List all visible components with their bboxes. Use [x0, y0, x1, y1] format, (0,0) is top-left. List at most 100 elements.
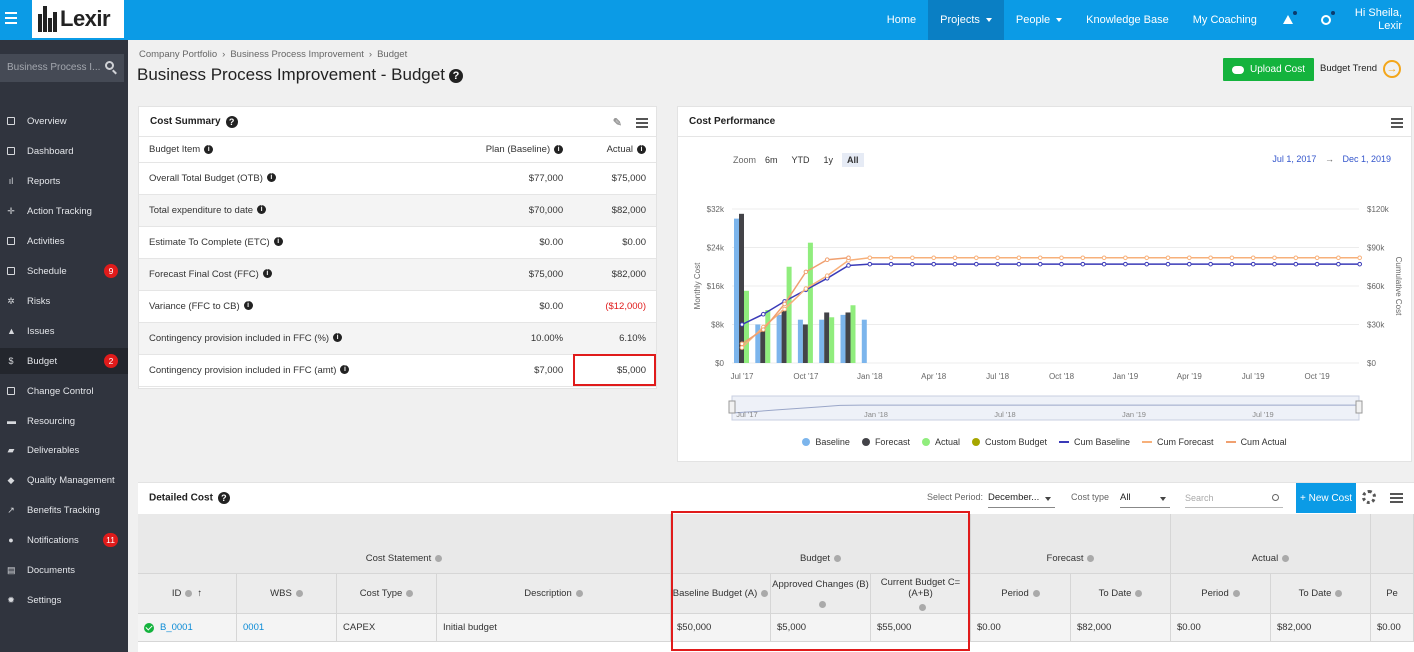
sort-arrow-icon[interactable]: ↑	[197, 588, 203, 599]
sidebar-item-overview[interactable]: Overview	[0, 108, 128, 134]
range-from-input[interactable]: Jul 1, 2017	[1272, 154, 1317, 164]
sidebar-item-benefits-tracking[interactable]: ↗ Benefits Tracking	[0, 497, 128, 523]
sidebar-item-change-control[interactable]: Change Control	[0, 378, 128, 404]
sidebar-item-issues[interactable]: ▲ Issues	[0, 318, 128, 344]
nav-my-coaching[interactable]: My Coaching	[1192, 14, 1257, 26]
info-icon[interactable]	[919, 603, 926, 611]
breadcrumb-project[interactable]: Business Process Improvement	[230, 49, 364, 60]
zoom-1y-button[interactable]: 1y	[823, 155, 834, 165]
menu-icon[interactable]	[1391, 118, 1403, 130]
arrow-right-icon[interactable]: →	[1383, 60, 1401, 78]
sidebar-item-deliverables[interactable]: ▰ Deliverables	[0, 437, 128, 463]
row-id-link[interactable]: B_0001	[138, 614, 237, 642]
globe-icon[interactable]	[1317, 11, 1335, 27]
info-icon[interactable]: i	[637, 144, 646, 154]
help-icon[interactable]: ?	[217, 492, 230, 504]
col-f-period[interactable]: Period	[971, 574, 1071, 614]
info-icon[interactable]: i	[333, 333, 343, 343]
nav-projects[interactable]: Projects	[928, 0, 1004, 40]
sidebar-item-settings[interactable]: ✹ Settings	[0, 587, 128, 613]
nav-knowledge-base[interactable]: Knowledge Base	[1086, 14, 1169, 26]
col-wbs[interactable]: WBS	[237, 574, 337, 614]
nav-people[interactable]: People	[1004, 0, 1074, 40]
search-icon[interactable]	[105, 61, 114, 70]
info-icon[interactable]	[1087, 555, 1095, 562]
zoom-ytd-button[interactable]: YTD	[791, 155, 810, 165]
new-cost-button[interactable]: + New Cost	[1296, 483, 1356, 513]
sidebar-item-risks[interactable]: ✲ Risks	[0, 288, 128, 314]
sidebar-item-dashboard[interactable]: Dashboard	[0, 138, 128, 164]
nav-home[interactable]: Home	[886, 14, 917, 26]
info-icon[interactable]	[406, 590, 414, 597]
info-icon[interactable]: i	[554, 144, 564, 154]
sidebar-item-budget[interactable]: $ Budget 2	[0, 348, 128, 374]
col-id[interactable]: ID ↑	[138, 574, 237, 614]
legend-item-cum-actual[interactable]: Cum Actual	[1225, 437, 1287, 447]
legend-item-custom-budget[interactable]: Custom Budget	[971, 437, 1047, 447]
info-icon[interactable]	[819, 600, 826, 608]
legend-item-cum-forecast[interactable]: Cum Forecast	[1142, 437, 1214, 447]
period-select[interactable]: December...	[988, 488, 1055, 508]
detailed-cost-header: Detailed Cost? Select Period: December..…	[138, 483, 1414, 513]
zoom-6m-button[interactable]: 6m	[765, 155, 778, 165]
legend-item-forecast[interactable]: Forecast	[861, 437, 910, 447]
legend-item-baseline[interactable]: Baseline	[802, 437, 850, 447]
alert-icon[interactable]	[1279, 11, 1297, 27]
info-icon[interactable]	[575, 590, 583, 597]
sidebar-item-schedule[interactable]: Schedule 9	[0, 258, 128, 284]
menu-icon[interactable]	[636, 118, 648, 130]
menu-icon[interactable]	[1390, 493, 1403, 505]
sidebar-item-action-tracking[interactable]: ✛ Action Tracking	[0, 198, 128, 224]
cost-type-select[interactable]: All	[1120, 488, 1170, 508]
upload-cost-button[interactable]: Upload Cost	[1223, 58, 1314, 81]
info-icon[interactable]: i	[262, 269, 272, 279]
info-icon[interactable]	[1032, 590, 1040, 597]
col-baseline[interactable]: Baseline Budget (A)	[671, 574, 771, 614]
row-wbs-link[interactable]: 0001	[237, 614, 337, 642]
sidebar-item-notifications[interactable]: ● Notifications 11	[0, 527, 128, 553]
col-description[interactable]: Description	[437, 574, 671, 614]
col-f-todate[interactable]: To Date	[1071, 574, 1171, 614]
logo[interactable]: Lexir	[32, 0, 124, 38]
info-icon[interactable]	[1335, 590, 1343, 597]
col-a-todate[interactable]: To Date	[1271, 574, 1371, 614]
range-to-input[interactable]: Dec 1, 2019	[1342, 154, 1391, 164]
col-approved[interactable]: Approved Changes (B)	[771, 574, 871, 614]
info-icon[interactable]	[834, 555, 842, 562]
info-icon[interactable]	[1282, 555, 1290, 562]
detailed-cost-search-input[interactable]: Search	[1185, 488, 1283, 508]
info-icon[interactable]	[435, 555, 443, 562]
user-menu[interactable]: Hi Sheila, Lexir	[1345, 7, 1414, 33]
sidebar-item-documents[interactable]: ▤ Documents	[0, 557, 128, 583]
pencil-icon[interactable]: ✎	[612, 117, 622, 129]
gear-icon[interactable]	[1362, 490, 1376, 504]
col-more[interactable]: Pe	[1371, 574, 1414, 614]
info-icon[interactable]	[1232, 590, 1240, 597]
info-icon[interactable]	[1135, 590, 1143, 597]
legend-item-actual[interactable]: Actual	[921, 437, 960, 447]
navigator-tick-label: Jan '19	[1122, 410, 1146, 419]
info-icon[interactable]: i	[273, 237, 283, 247]
sidebar-item-quality-management[interactable]: ◆ Quality Management	[0, 467, 128, 493]
help-icon[interactable]: ?	[449, 69, 464, 83]
legend-item-cum-baseline[interactable]: Cum Baseline	[1059, 437, 1130, 447]
zoom-all-button[interactable]: All	[842, 153, 864, 167]
sidebar-item-resourcing[interactable]: ▬ Resourcing	[0, 408, 128, 434]
info-icon[interactable]: i	[243, 301, 253, 311]
info-icon[interactable]: i	[266, 173, 276, 183]
help-icon[interactable]: ?	[225, 115, 238, 128]
sidebar-item-activities[interactable]: Activities	[0, 228, 128, 254]
col-a-period[interactable]: Period	[1171, 574, 1271, 614]
info-icon[interactable]: i	[257, 205, 267, 215]
col-cost-type[interactable]: Cost Type	[337, 574, 437, 614]
info-icon[interactable]: i	[204, 144, 214, 154]
sidebar-search-input[interactable]: Business Process I...	[0, 54, 124, 82]
sidebar-item-reports[interactable]: ıl Reports	[0, 168, 128, 194]
col-current[interactable]: Current Budget C=(A+B)	[871, 574, 971, 614]
info-icon[interactable]	[295, 590, 303, 597]
breadcrumb-company-portfolio[interactable]: Company Portfolio	[139, 49, 218, 60]
hamburger-menu-icon[interactable]	[5, 12, 17, 26]
info-icon[interactable]	[761, 590, 769, 597]
info-icon[interactable]: i	[340, 365, 350, 375]
info-icon[interactable]	[185, 590, 193, 597]
